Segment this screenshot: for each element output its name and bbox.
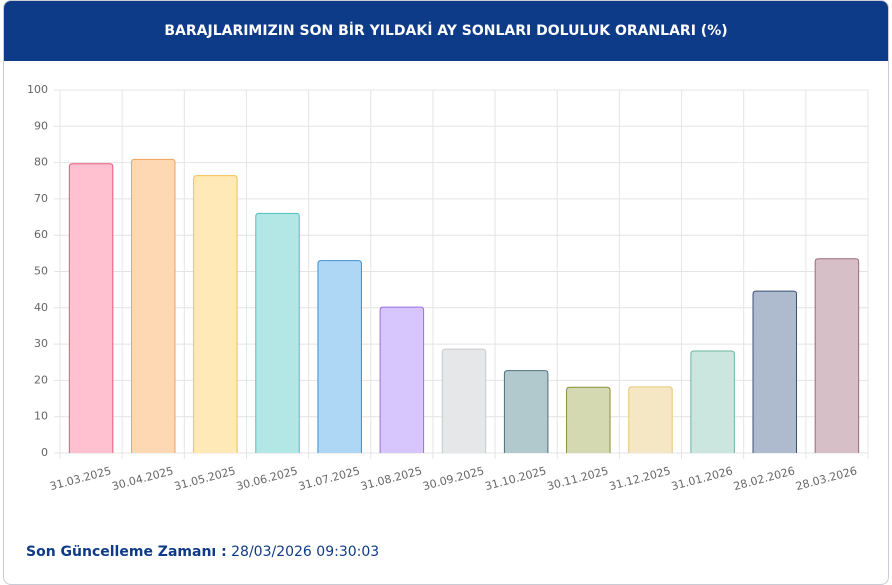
x-tick-label: 28.02.2026 — [732, 464, 796, 493]
y-tick-label: 30 — [34, 337, 48, 350]
x-tick-label: 31.01.2026 — [670, 464, 734, 493]
bar — [130, 158, 176, 453]
x-tick-label: 31.07.2025 — [297, 464, 361, 493]
x-tick-label: 30.04.2025 — [111, 464, 175, 493]
y-tick-label: 0 — [41, 446, 48, 459]
bar — [68, 163, 114, 453]
x-tick-label: 31.12.2025 — [608, 464, 672, 493]
y-tick-label: 40 — [34, 301, 48, 314]
chart-title: BARAJLARIMIZIN SON BİR YILDAKİ AY SONLAR… — [4, 1, 888, 61]
bar — [752, 290, 798, 453]
y-tick-label: 20 — [34, 373, 48, 386]
x-tick-label: 30.11.2025 — [546, 464, 610, 493]
y-tick-label: 50 — [34, 265, 48, 278]
x-tick-label: 30.09.2025 — [421, 464, 485, 493]
y-tick-label: 70 — [34, 192, 48, 205]
x-tick-label: 31.10.2025 — [484, 464, 548, 493]
x-tick-label: 28.03.2026 — [794, 464, 858, 493]
bar — [503, 370, 549, 453]
bar — [379, 306, 425, 453]
x-tick-label: 31.08.2025 — [359, 464, 423, 493]
bar — [193, 175, 238, 453]
y-tick-label: 90 — [34, 119, 48, 132]
y-tick-label: 100 — [27, 83, 48, 96]
y-tick-label: 10 — [34, 410, 48, 423]
x-tick-label: 30.06.2025 — [235, 464, 299, 493]
bar — [628, 386, 673, 453]
x-tick-label: 31.03.2025 — [48, 464, 112, 493]
footer-label: Son Güncelleme Zamanı : — [26, 544, 227, 560]
card: BARAJLARIMIZIN SON BİR YILDAKİ AY SONLAR… — [3, 0, 889, 585]
x-tick-label: 31.05.2025 — [173, 464, 237, 493]
bar — [690, 350, 735, 453]
footer: Son Güncelleme Zamanı : 28/03/2026 09:30… — [26, 544, 379, 560]
y-tick-label: 80 — [34, 156, 48, 169]
y-tick-label: 60 — [34, 228, 48, 241]
bar — [814, 258, 860, 453]
footer-value: 28/03/2026 09:30:03 — [231, 544, 380, 560]
bar — [441, 348, 487, 453]
bar — [317, 260, 362, 453]
bar — [255, 212, 300, 453]
bar — [566, 386, 611, 453]
